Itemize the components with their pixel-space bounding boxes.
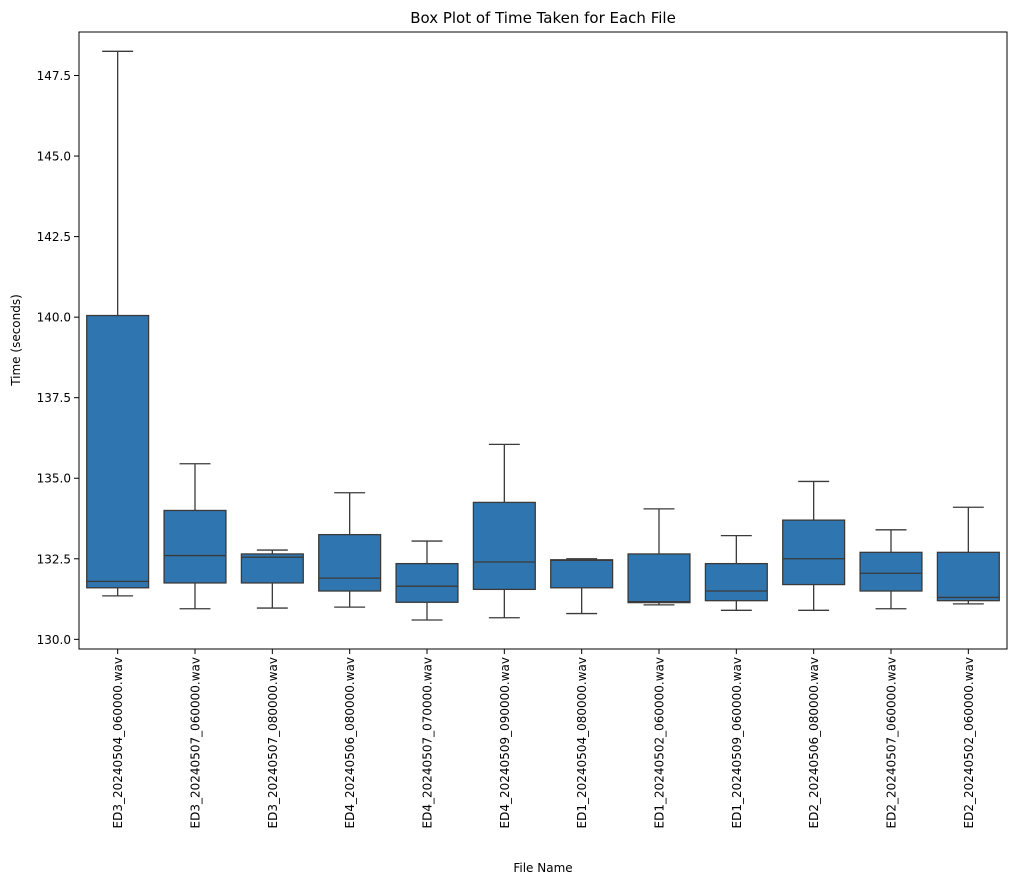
box-2 [163,463,227,610]
y-tick-label: 147.5 [37,69,71,83]
box-12 [936,506,1000,605]
y-tick-label: 132.5 [37,552,71,566]
y-tick-label: 137.5 [37,391,71,405]
iqr-box [86,314,150,589]
iqr-box [318,533,382,592]
box-11 [859,529,923,610]
iqr-box [163,509,227,584]
iqr-box [704,562,768,602]
box-7 [550,558,614,615]
y-axis: 130.0 132.5 135.0 137.5 140.0 142.5 145.0 147.5 [37,69,79,647]
iqr-box [550,559,614,589]
y-tick-label: 135.0 [37,472,71,486]
box-1 [86,50,150,597]
iqr-box [627,553,691,604]
chart-title: Box Plot of Time Taken for Each File [410,9,676,27]
box-5 [395,540,459,621]
iqr-box [240,553,304,584]
y-tick-label: 140.0 [37,311,71,325]
box-3 [240,549,304,609]
box-9 [704,534,768,611]
x-tick-label: ED1_20240509_060000.wav [730,657,744,828]
x-tick-label: ED3_20240507_080000.wav [266,657,280,828]
box-4 [318,492,382,608]
box-6 [472,443,536,619]
x-axis: ED3_20240504_060000.wav ED3_20240507_0600… [111,649,976,828]
y-tick-label: 145.0 [37,150,71,164]
y-tick-label: 130.0 [37,633,71,647]
axes-frame [78,31,1008,650]
iqr-box [782,519,846,586]
box-8 [627,508,691,606]
x-tick-label: ED4_20240509_090000.wav [498,657,512,828]
x-tick-label: ED4_20240507_070000.wav [421,657,435,828]
x-tick-label: ED2_20240502_060000.wav [962,657,976,828]
x-tick-label: ED2_20240506_080000.wav [807,657,821,828]
y-axis-label: Time (seconds) [9,294,23,387]
x-tick-label: ED1_20240502_060000.wav [653,657,667,828]
x-axis-label: File Name [513,861,572,875]
box-10 [782,480,846,611]
iqr-box [395,562,459,603]
iqr-box [936,551,1000,602]
x-tick-label: ED4_20240506_080000.wav [343,657,357,828]
x-tick-label: ED1_20240504_080000.wav [575,657,589,828]
iqr-box [472,501,536,591]
plot-area [86,50,1000,621]
y-tick-label: 142.5 [37,230,71,244]
x-tick-label: ED3_20240507_060000.wav [189,657,203,828]
x-tick-label: ED3_20240504_060000.wav [111,657,125,828]
iqr-box [859,551,923,592]
x-tick-label: ED2_20240507_060000.wav [885,657,899,828]
